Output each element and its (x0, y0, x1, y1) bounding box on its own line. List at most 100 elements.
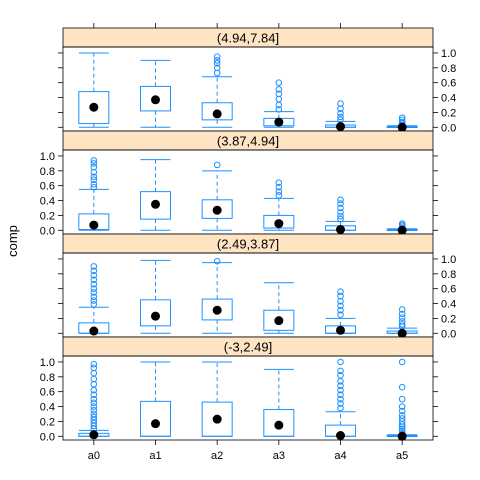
outlier-point (337, 292, 344, 300)
panel-1: (3.87,4.94] (62, 130, 434, 235)
box-iqr (201, 401, 233, 437)
median-point (151, 95, 160, 105)
box-a5 (386, 358, 418, 441)
box-iqr (140, 85, 171, 112)
y-tick-label: 1.0 (40, 151, 55, 163)
panel-frame (62, 149, 434, 235)
x-tick-label: a5 (396, 450, 408, 462)
outlier-point (398, 415, 406, 422)
panel-frame (62, 355, 434, 441)
outlier-point (275, 188, 283, 195)
median-point (274, 420, 284, 430)
outlier-point (90, 173, 98, 181)
outlier-point (398, 310, 406, 318)
outlier-point (337, 400, 344, 407)
y-tick-label: 0.2 (40, 210, 55, 222)
outlier-point (275, 90, 283, 98)
y-tick-label: 0.6 (441, 284, 456, 296)
box-a1 (140, 59, 171, 128)
y-tick-label: 0.0 (40, 225, 55, 237)
outlier-point (275, 106, 283, 113)
outlier-point (90, 413, 98, 421)
y-tick-label: 0.0 (441, 328, 456, 340)
box-iqr (78, 91, 110, 125)
y-tick-label: 0.8 (40, 372, 55, 384)
outlier-point (90, 399, 98, 407)
box-a3 (263, 282, 295, 334)
outlier-point (337, 109, 344, 117)
outlier-point (398, 321, 406, 328)
outlier-point (398, 116, 406, 124)
outlier-point (398, 407, 406, 415)
outlier-point (337, 212, 344, 220)
y-tick-label: 0.2 (40, 416, 55, 428)
median-point (336, 325, 345, 335)
y-tick-label: 1.0 (441, 254, 456, 266)
x-axis: a0 a1 a2 a3 a4 a5 (88, 23, 408, 462)
outlier-point (90, 360, 98, 368)
outlier-point (90, 391, 98, 398)
y-tick-label: 0.6 (40, 181, 55, 193)
median-point (397, 431, 407, 441)
x-tick-label: a3 (273, 450, 285, 462)
outlier-point (90, 280, 98, 288)
x-tick-label: a4 (334, 450, 346, 462)
strip-label: (-3,2.49] (224, 340, 272, 355)
outlier-point (337, 215, 344, 223)
median-point (212, 414, 222, 424)
y-tick-label: 0.0 (40, 431, 55, 443)
y-tick-label: 0.4 (40, 402, 55, 414)
median-point (336, 431, 345, 441)
outlier-point (398, 395, 406, 403)
outlier-point (275, 192, 283, 199)
outlier-point (337, 391, 344, 398)
y-tick-label: 0.8 (441, 269, 456, 281)
box-a0 (78, 360, 110, 440)
box-a0 (78, 263, 110, 336)
box-iqr (201, 199, 233, 219)
y-tick-label: 0.6 (40, 387, 55, 399)
median-point (151, 199, 160, 209)
box-a1 (140, 159, 171, 231)
strip-label: (4.94,7.84] (217, 31, 279, 46)
y-tick-label: 0.4 (441, 299, 456, 311)
outlier-point (337, 209, 344, 216)
outlier-point (90, 285, 98, 292)
y-tick-label: 0.8 (441, 63, 456, 75)
outlier-point (337, 395, 344, 403)
box-a1 (140, 259, 171, 334)
outlier-point (337, 386, 344, 394)
y-axis-right: 0.0 0.2 0.4 0.6 0.8 1.0 (58, 48, 456, 134)
outlier-point (337, 204, 344, 212)
outlier-point (90, 163, 98, 171)
outlier-point (337, 311, 344, 318)
outlier-point (337, 404, 344, 412)
y-tick-label: 0.8 (40, 166, 55, 178)
outlier-point (90, 406, 98, 414)
y-tick-label: 0.0 (441, 122, 456, 134)
median-point (336, 225, 345, 235)
outlier-point (90, 297, 98, 304)
outlier-point (337, 382, 344, 390)
outlier-point (213, 57, 221, 64)
box-a4 (325, 288, 356, 335)
box-iqr (201, 298, 233, 321)
median-point (274, 117, 284, 127)
box-a3 (263, 79, 295, 128)
outlier-point (398, 403, 406, 410)
box-a1 (140, 361, 171, 437)
box-a0 (78, 157, 110, 231)
box-a5 (386, 306, 418, 338)
box-a0 (78, 52, 110, 128)
strip-label: (2.49,3.87] (217, 237, 279, 252)
outlier-point (275, 179, 283, 187)
panel-frame (62, 46, 434, 132)
box-a2 (201, 161, 233, 231)
y-axis-left: 0.0 0.2 0.4 0.6 0.8 1.0 (40, 151, 438, 237)
outlier-point (398, 114, 406, 121)
y-tick-label: 1.0 (441, 48, 456, 60)
outlier-point (275, 183, 283, 191)
median-point (151, 311, 160, 321)
panel-2: (2.49,3.87] (62, 233, 434, 338)
panel-0: (4.94,7.84] (62, 27, 434, 132)
